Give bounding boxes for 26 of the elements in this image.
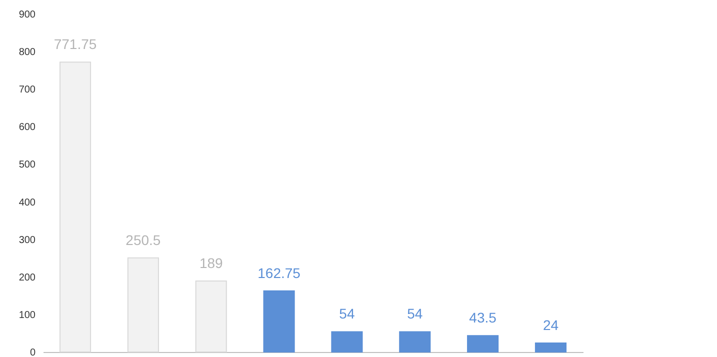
bar [467, 335, 499, 352]
y-tick-label: 800 [18, 47, 36, 58]
y-tick-label: 500 [18, 160, 36, 171]
data-label: 54 [407, 306, 423, 322]
y-tick-label: 200 [18, 272, 36, 284]
bar [195, 280, 227, 352]
y-tick-label: 700 [18, 84, 36, 96]
y-tick-label: 900 [18, 10, 36, 20]
bar [399, 331, 431, 352]
y-tick-label: 400 [18, 197, 36, 208]
data-label: 24 [542, 316, 559, 333]
bar [127, 257, 159, 352]
bar [331, 331, 363, 352]
bar [534, 342, 567, 352]
y-tick-label: 100 [18, 310, 36, 321]
y-tick-label: 300 [18, 234, 36, 246]
y-tick-label: 0 [30, 348, 36, 357]
data-label: 189 [199, 255, 224, 272]
data-label: 250.5 [126, 232, 161, 248]
y-tick-label: 600 [18, 122, 36, 134]
data-label: 162.75 [258, 264, 301, 281]
data-label: 771.75 [54, 36, 97, 52]
data-label: 54 [339, 306, 355, 322]
bar [59, 62, 92, 352]
bar [263, 290, 295, 352]
data-label: 43.5 [469, 310, 497, 326]
